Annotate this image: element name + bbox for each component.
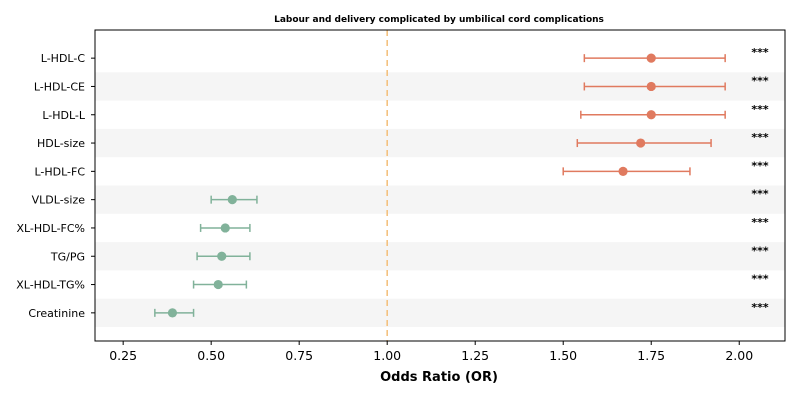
significance-label: ***: [751, 244, 769, 257]
or-point: [618, 166, 628, 176]
significance-label: ***: [751, 159, 769, 172]
plot-frame: [94, 29, 786, 342]
significance-label: ***: [751, 188, 769, 201]
row-stripe: [95, 185, 785, 214]
or-point: [167, 308, 178, 318]
or-point: [646, 81, 656, 92]
y-tick-label: HDL-size: [37, 137, 85, 150]
row-stripes: [95, 72, 785, 327]
y-tick-label: VLDL-size: [32, 194, 86, 207]
x-tick-label: 1.00: [373, 348, 401, 363]
x-tick-label: 0.75: [285, 348, 313, 363]
y-tick-label: L-HDL-L: [42, 109, 86, 122]
x-tick-label: 1.50: [549, 348, 577, 363]
or-point: [220, 223, 230, 233]
or-point: [646, 53, 656, 63]
chart-marks: *** *** *** *** *** *** *** *** *** ***: [154, 46, 769, 318]
x-tick-label: 0.50: [197, 348, 225, 363]
x-tick-label: 1.75: [637, 348, 665, 363]
y-axis-labels: L-HDL-C L-HDL-CE L-HDL-L HDL-size L-HDL-FC VL…: [16, 52, 95, 320]
or-point: [227, 195, 237, 205]
y-tick-label: TG/PG: [50, 250, 85, 263]
or-point: [646, 110, 656, 120]
significance-label: ***: [751, 131, 769, 144]
or-point: [217, 251, 227, 261]
y-tick-label: L-HDL-FC: [34, 165, 85, 178]
x-axis-label: Odds Ratio (OR): [380, 370, 498, 385]
y-tick-label: Creatinine: [28, 307, 85, 320]
x-tick-label: 1.25: [461, 348, 489, 363]
y-tick-label: XL-HDL-TG%: [16, 279, 85, 292]
significance-label: ***: [751, 46, 769, 59]
x-tick-label: 0.25: [109, 348, 137, 363]
y-tick-label: L-HDL-C: [41, 52, 86, 65]
significance-label: ***: [751, 103, 769, 116]
x-tick-label: 2.00: [725, 348, 753, 363]
or-point: [636, 138, 646, 148]
or-point: [213, 279, 223, 290]
y-tick-label: L-HDL-CE: [34, 80, 85, 93]
x-axis: 0.25 0.50 0.75 1.00 1.25 1.50 1.75 2.00: [109, 341, 753, 363]
y-tick-label: XL-HDL-FC%: [16, 222, 85, 235]
chart-title: Labour and delivery complicated by umbil…: [274, 15, 604, 25]
significance-label: ***: [751, 216, 769, 229]
row-stripe: [95, 298, 785, 327]
significance-label: ***: [751, 74, 769, 87]
significance-label: ***: [751, 273, 769, 286]
significance-label: ***: [751, 301, 769, 314]
